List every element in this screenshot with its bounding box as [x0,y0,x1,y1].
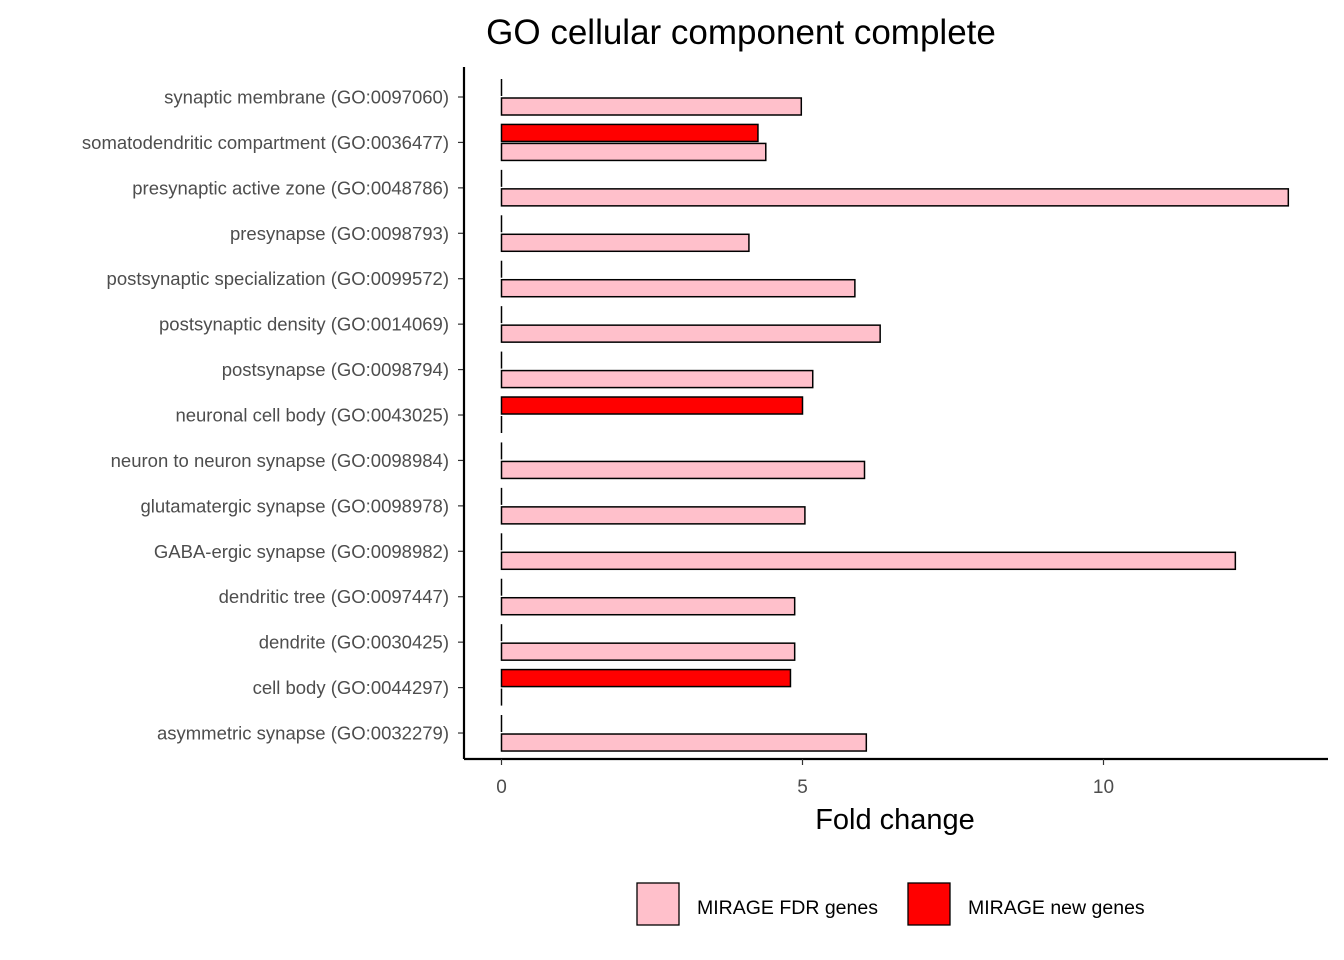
chart-title: GO cellular component complete [486,13,996,52]
legend-label: MIRAGE new genes [968,897,1145,919]
category-labels: synaptic membrane (GO:0097060) somatodend… [82,87,449,744]
x-axis-title: Fold change [815,804,975,836]
bar-fdr-genes [500,97,803,116]
bar-fdr-genes [500,369,814,389]
category-label: neuron to neuron synapse (GO:0098984) [111,450,449,471]
bar-fdr-genes [500,324,881,343]
x-tick-label: 0 [496,777,507,798]
x-tick-label: 5 [797,777,808,798]
legend-key [907,882,951,926]
bar-new-genes [500,668,792,688]
category-label: GABA-ergic synapse (GO:0098982) [154,541,449,562]
category-label: postsynaptic density (GO:0014069) [159,314,449,335]
category-label: presynapse (GO:0098793) [230,223,449,244]
legend: MIRAGE FDR genes MIRAGE new genes [636,882,1145,926]
category-label: synaptic membrane (GO:0097060) [164,87,449,108]
bar-fdr-genes [500,642,796,661]
x-tick-label: 10 [1093,777,1114,798]
bar-fdr-genes [500,596,796,616]
legend-key [636,882,680,926]
category-label: somatodendritic compartment (GO:0036477) [82,132,449,153]
bar-new-genes [500,396,804,415]
category-label: asymmetric synapse (GO:0032279) [157,723,449,744]
category-label: dendritic tree (GO:0097447) [219,586,449,607]
category-label: dendrite (GO:0030425) [259,632,449,653]
legend-label: MIRAGE FDR genes [697,897,878,919]
category-label: presynaptic active zone (GO:0048786) [132,177,449,198]
bar-new-genes [500,123,759,143]
bar-fdr-genes [500,733,868,752]
bar-fdr-genes [500,142,767,162]
bar-fdr-genes [500,278,856,298]
category-label: neuronal cell body (GO:0043025) [175,405,449,426]
category-label: postsynaptic specialization (GO:0099572) [107,268,449,289]
axes: 0 5 10 [458,67,1328,798]
bar-fdr-genes [500,188,1290,207]
bar-fdr-genes [500,460,866,480]
bar-fdr-genes [500,551,1237,571]
bar-fdr-genes [500,233,750,253]
bar-fdr-genes [500,506,806,525]
category-label: postsynapse (GO:0098794) [222,359,449,380]
bars [500,79,1290,752]
category-label: cell body (GO:0044297) [253,677,449,698]
category-label: glutamatergic synapse (GO:0098978) [140,495,449,516]
